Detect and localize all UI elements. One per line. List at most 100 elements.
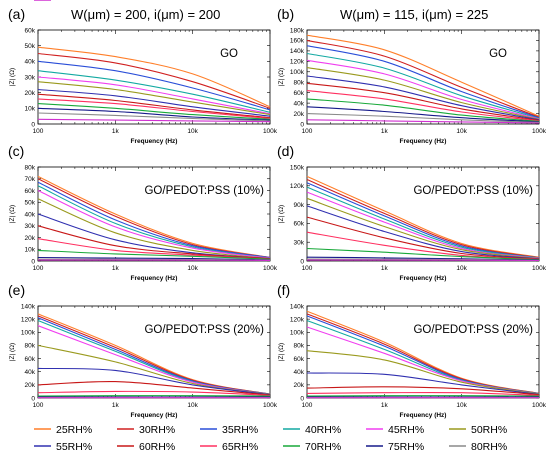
plot-frame [306,29,540,125]
y-tick-label: 80k [25,343,36,350]
series-line-25RH% [306,34,540,117]
panel-material-label: GO [220,48,238,60]
y-tick-label: 160k [290,38,305,45]
series-line-50RH% [37,198,271,260]
y-tick-label: 0 [300,395,304,402]
y-axis-label: |Z| (Ω) [9,205,16,223]
series-line-65RH% [37,98,271,120]
panel-letter: (c) [8,143,24,159]
legend-label: 35RH% [222,424,258,436]
x-axis-label: Frequency (Hz) [400,138,447,145]
series-line-60RH% [306,386,540,396]
series-line-65RH% [306,391,540,396]
y-tick-label: 60k [294,90,305,97]
y-tick-label: 10k [25,106,36,113]
x-tick-label: 100 [33,402,44,409]
series-line-30RH% [37,52,271,109]
panel-letter: (f) [277,282,290,298]
legend-item: 55RH% [34,441,92,453]
y-tick-label: 60k [25,27,36,34]
legend-label: 70RH% [305,441,341,453]
legend-label: 40RH% [305,424,341,436]
series-line-50RH% [306,197,540,260]
legend-label: 55RH% [56,441,92,453]
series-line-45RH% [37,190,271,259]
y-tick-label: 20k [25,382,36,389]
legend-label: 75RH% [388,441,424,453]
y-tick-label: 70k [25,176,36,183]
y-tick-label: 100k [290,330,305,337]
x-tick-label: 10k [456,128,467,135]
x-tick-label: 100k [263,402,278,409]
y-tick-label: 60k [294,221,305,228]
x-tick-label: 100k [263,128,278,135]
x-tick-label: 1k [112,265,120,272]
plot-frame [306,166,540,262]
series-line-60RH% [37,380,271,396]
legend-item: 70RH% [283,441,341,453]
y-tick-label: 0 [31,121,35,128]
x-tick-label: 10k [456,402,467,409]
series-line-70RH% [37,103,271,120]
panel-material-label: GO/PEDOT:PSS (20%) [413,324,533,336]
chart-panel-3: 0 30k 60k 90k 120k 150k 100 1k 10k 100k Frequency … [277,143,547,282]
y-tick-label: 0 [300,121,304,128]
y-tick-label: 140k [21,303,36,310]
y-tick-label: 80k [294,343,305,350]
legend-item: 80RH% [449,441,507,453]
legend-item: 75RH% [366,441,424,453]
series-line-35RH% [37,181,271,259]
panel-material-label: GO/PEDOT:PSS (20%) [144,324,264,336]
series-line-50RH% [306,67,540,120]
panels-layer: 0 10k 20k 30k 40k 50k 60k 100 1k 10k 100k Frequency… [8,6,547,419]
series-line-55RH% [37,367,271,396]
y-tick-label: 20k [25,235,36,242]
y-tick-label: 40k [25,369,36,376]
x-axis-label: Frequency (Hz) [400,412,447,419]
x-tick-label: 100 [302,402,313,409]
panel-letter: (e) [8,282,25,298]
series-line-70RH% [306,247,540,261]
chart-panel-1: 0 20k 40k 60k 80k 100k 120k 140k 160k 180k 100 1k 10… [277,6,547,145]
x-axis-label: Frequency (Hz) [131,138,178,145]
series-line-35RH% [37,60,271,111]
legend-label: 25RH% [56,424,92,436]
x-tick-label: 1k [112,128,120,135]
x-tick-label: 100k [532,265,547,272]
legend-item: 50RH% [449,424,507,436]
series-line-55RH% [37,88,271,117]
chart-panel-5: 0 20k 40k 60k 80k 100k 120k 140k 100 1k 10k 100k Fre… [277,282,547,419]
y-axis-label: |Z| (Ω) [9,343,16,361]
y-tick-label: 40k [294,369,305,376]
y-tick-label: 80k [294,80,305,87]
y-tick-label: 80k [25,164,36,171]
x-tick-label: 100k [532,128,547,135]
legend-item: 45RH% [366,424,424,436]
panel-heading: W(μm) = 115, i(μm) = 225 [340,7,488,22]
y-tick-label: 60k [25,188,36,195]
y-tick-label: 100k [290,69,305,76]
x-tick-label: 100k [532,402,547,409]
chart-panel-0: 0 10k 20k 30k 40k 50k 60k 100 1k 10k 100k Frequency… [8,6,278,145]
y-tick-label: 120k [290,183,305,190]
chart-panel-4: 0 20k 40k 60k 80k 100k 120k 140k 100 1k 10k 100k Fre… [8,282,278,419]
x-tick-label: 1k [112,402,120,409]
x-tick-label: 1k [381,265,389,272]
plot-frame [306,305,540,399]
series-line-45RH% [37,76,271,115]
legend-item: 25RH% [34,424,92,436]
series-line-60RH% [37,93,271,119]
panel-letter: (b) [277,6,294,22]
y-tick-label: 140k [290,303,305,310]
x-tick-label: 10k [187,265,198,272]
legend-label: 45RH% [388,424,424,436]
y-tick-label: 140k [290,48,305,55]
series-line-60RH% [306,82,540,121]
series-line-30RH% [306,178,540,259]
legend-label: 65RH% [222,441,258,453]
legend-item: 65RH% [200,441,258,453]
legend-label: 60RH% [139,441,175,453]
y-tick-label: 120k [290,59,305,66]
y-tick-label: 120k [21,316,36,323]
series-line-25RH% [306,175,540,258]
